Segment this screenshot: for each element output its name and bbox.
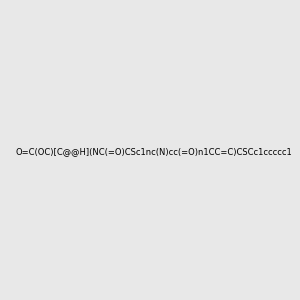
- Text: O=C(OC)[C@@H](NC(=O)CSc1nc(N)cc(=O)n1CC=C)CSCc1ccccc1: O=C(OC)[C@@H](NC(=O)CSc1nc(N)cc(=O)n1CC=…: [15, 147, 292, 156]
